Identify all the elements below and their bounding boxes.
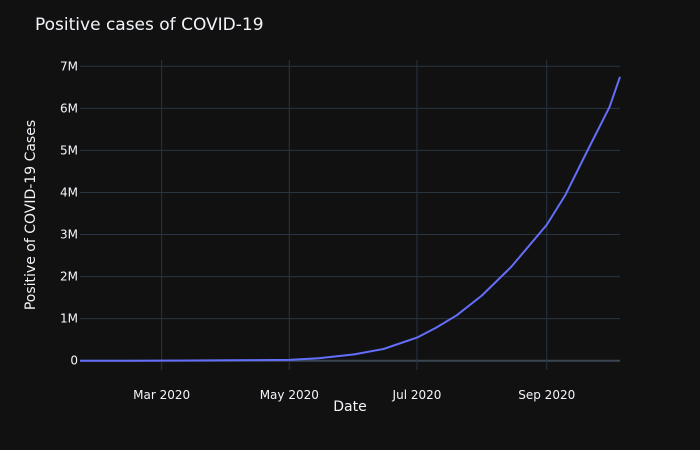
y-tick-label: 5M — [60, 143, 78, 157]
y-tick-label: 2M — [60, 270, 78, 284]
x-tick-labels: Mar 2020 May 2020 Jul 2020 Sep 2020 — [133, 388, 575, 402]
series-layer — [80, 76, 621, 362]
y-tick-label: 1M — [60, 312, 78, 326]
y-tick-labels: 0 1M 2M 3M 4M 5M 6M 7M — [60, 59, 78, 367]
y-tick-label: 0 — [70, 354, 78, 368]
y-tick-label: 4M — [60, 185, 78, 199]
series-line-positive-cases — [80, 76, 621, 362]
y-tick-label: 7M — [60, 59, 78, 73]
grid-layer — [80, 60, 620, 370]
x-tick-label: Jul 2020 — [392, 388, 442, 402]
x-tick-label: Sep 2020 — [518, 388, 575, 402]
x-axis-title: Date — [333, 399, 366, 415]
y-tick-label: 3M — [60, 228, 78, 242]
y-axis-title: Positive of COVID-19 Cases — [23, 120, 39, 310]
chart-title: Positive cases of COVID-19 — [35, 15, 264, 35]
x-tick-label: May 2020 — [260, 388, 319, 402]
y-tick-label: 6M — [60, 101, 78, 115]
x-tick-label: Mar 2020 — [133, 388, 190, 402]
